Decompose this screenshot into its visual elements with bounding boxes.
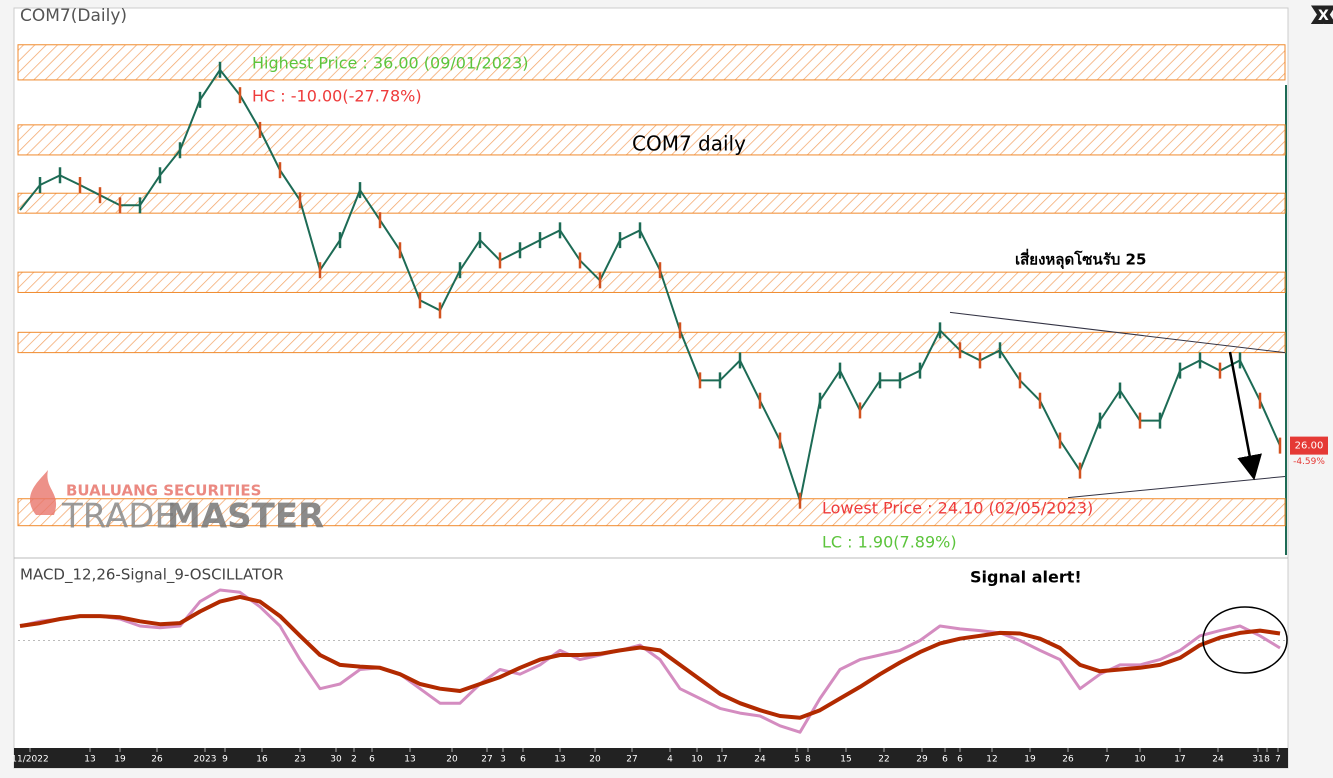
- brand-bold: MASTER: [167, 497, 324, 537]
- support-zone: [17, 44, 1286, 81]
- x-tick-label: 15: [840, 755, 851, 765]
- chart-label: COM7 daily: [632, 132, 746, 156]
- x-tick-label: 16: [256, 755, 268, 765]
- time-axis-strip: [14, 748, 1288, 768]
- x-tick-label: 20: [589, 755, 601, 765]
- x-tick-label: 22: [878, 755, 889, 765]
- support-zone: [17, 192, 1286, 214]
- x-tick-label: 24: [754, 755, 766, 765]
- x-tick-label: 2: [351, 755, 357, 765]
- brand-light: TRADE: [61, 497, 176, 537]
- x-tick-label: 10: [1134, 755, 1146, 765]
- hc-annotation: HC : -10.00(-27.78%): [252, 87, 422, 106]
- macd-line: [19, 594, 1281, 720]
- x-tick-label: 19: [114, 755, 126, 765]
- x-tick-label: 13: [404, 755, 415, 765]
- x-tick-label: 17: [716, 755, 727, 765]
- price-line: [19, 68, 1281, 505]
- x-tick-label: 10: [691, 755, 703, 765]
- chart-title: COM7(Daily): [20, 6, 127, 26]
- x-tick-label: 6: [520, 755, 526, 765]
- support-zone: [17, 124, 1286, 156]
- arrow: [1228, 351, 1262, 481]
- signal-annotation: Signal alert!: [970, 568, 1082, 587]
- price-change-label: -4.59%: [1293, 457, 1325, 467]
- x-tick-label: 24: [1212, 755, 1224, 765]
- warning-annotation: เสี่ยงหลุดโซนรับ 25: [1015, 249, 1146, 270]
- x-tick-label: 6: [957, 755, 963, 765]
- highest-annotation: Highest Price : 36.00 (09/01/2023): [252, 54, 529, 73]
- close-button-label[interactable]: X: [1314, 4, 1333, 28]
- x-tick-label: 4: [667, 755, 673, 765]
- x-tick-label: 26: [1062, 755, 1074, 765]
- x-tick-label: 7: [1275, 755, 1281, 765]
- macd-title: MACD_12,26-Signal_9-OSCILLATOR: [20, 566, 284, 585]
- lowest-annotation: Lowest Price : 24.10 (02/05/2023): [822, 499, 1093, 518]
- x-tick-label: 31: [1252, 755, 1263, 765]
- trendline: [949, 311, 1286, 354]
- x-tick-label: 6: [369, 755, 375, 765]
- x-tick-label: 12: [986, 755, 997, 765]
- support-zone: [17, 498, 1286, 527]
- x-tick-label: 5: [794, 755, 800, 765]
- brand-logo: [29, 470, 57, 515]
- x-tick-label: 20: [446, 755, 458, 765]
- x-tick-label: 13: [554, 755, 565, 765]
- x-tick-label: 23: [294, 755, 305, 765]
- lc-annotation: LC : 1.90(7.89%): [822, 533, 957, 552]
- brand-top: BUALUANG SECURITIES: [66, 482, 261, 500]
- highlight-circle: [1202, 606, 1288, 674]
- support-zone: [17, 331, 1286, 354]
- macd-line: [19, 588, 1281, 734]
- x-tick-label: 6: [942, 755, 948, 765]
- x-tick-label: 8: [805, 755, 811, 765]
- x-tick-label: 27: [481, 755, 492, 765]
- x-tick-label: 19: [1024, 755, 1036, 765]
- x-tick-label: 30: [330, 755, 342, 765]
- price-tag-label: 26.00: [1295, 441, 1324, 452]
- x-tick-label: 27: [626, 755, 637, 765]
- support-zone: [17, 271, 1286, 293]
- x-tick-label: 26: [151, 755, 163, 765]
- x-tick-label: 3: [500, 755, 506, 765]
- x-tick-label: 7: [1104, 755, 1110, 765]
- x-tick-label: 29: [916, 755, 928, 765]
- x-tick-label: 9: [222, 755, 228, 765]
- x-tick-label: 11/2022: [11, 755, 48, 765]
- price-tag: [1290, 436, 1328, 455]
- x-tick-label: 2023: [194, 755, 217, 765]
- x-tick-label: 17: [1174, 755, 1185, 765]
- x-tick-label: 8: [1264, 755, 1270, 765]
- x-tick-label: 13: [84, 755, 95, 765]
